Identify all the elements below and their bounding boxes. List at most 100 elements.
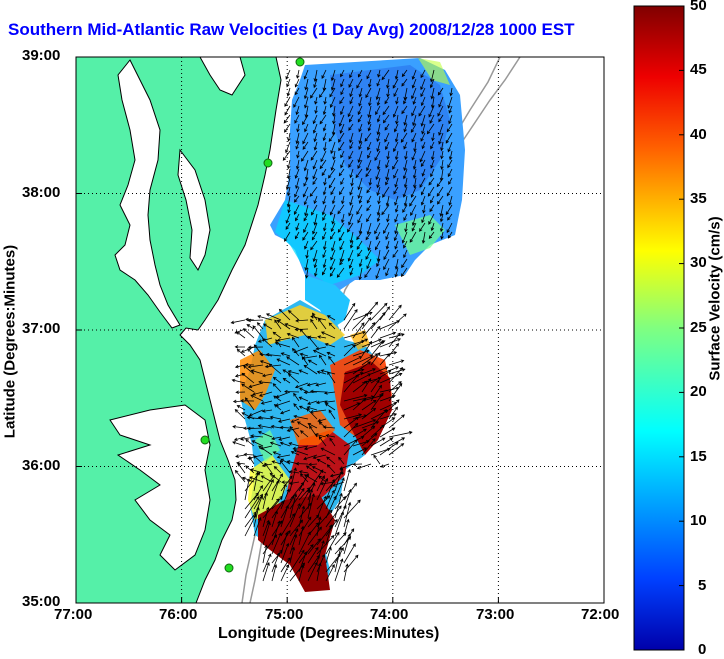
velocity-arrow: [366, 195, 372, 204]
colorbar-tick-label: 50: [690, 0, 707, 14]
velocity-arrow: [357, 177, 363, 191]
velocity-arrow: [370, 437, 386, 447]
velocity-arrow: [340, 87, 345, 96]
velocity-arrow: [287, 373, 300, 384]
velocity-arrow: [299, 473, 309, 483]
velocity-arrow: [289, 528, 299, 546]
velocity-arrow: [271, 549, 283, 564]
velocity-arrow: [365, 231, 372, 241]
velocity-arrow: [316, 370, 327, 375]
y-tick-label: 37:00: [22, 320, 61, 337]
velocity-arrow: [340, 159, 345, 169]
velocity-arrow: [244, 478, 251, 501]
velocity-arrow: [323, 240, 327, 251]
velocity-arrow: [440, 159, 444, 170]
velocity-arrow: [336, 267, 345, 278]
eastern-shore-bay: [177, 148, 211, 272]
velocity-arrow: [403, 87, 408, 101]
velocity-arrow: [331, 123, 336, 136]
velocity-arrow: [370, 311, 386, 330]
velocity-arrow: [381, 204, 390, 216]
velocity-arrow: [349, 132, 354, 144]
colorbar-tick-label: 25: [690, 319, 707, 336]
velocity-arrow: [319, 114, 327, 125]
velocity-arrow: [370, 340, 384, 357]
velocity-arrow: [430, 195, 435, 204]
velocity-arrow: [313, 195, 318, 205]
velocity-arrow: [379, 437, 394, 447]
velocity-arrow: [303, 390, 318, 395]
velocity-arrow: [316, 459, 327, 465]
velocity-arrow: [334, 505, 347, 528]
velocity-arrow: [258, 391, 273, 397]
velocity-arrow: [241, 383, 255, 393]
velocity-arrow: [316, 553, 326, 573]
velocity-arrow: [305, 465, 318, 474]
velocity-arrow: [393, 87, 399, 98]
velocity-arrow: [420, 78, 426, 91]
velocity-arrow: [357, 249, 363, 257]
velocity-arrow: [343, 413, 363, 420]
velocity-arrow: [438, 114, 444, 123]
velocity-arrow: [313, 132, 318, 143]
y-tick-label: 35:00: [22, 593, 61, 610]
velocity-arrow: [303, 213, 309, 222]
velocity-arrow: [270, 424, 282, 429]
velocity-arrow: [330, 222, 336, 233]
velocity-arrow: [337, 222, 345, 233]
velocity-arrow: [379, 338, 401, 348]
velocity-arrow: [328, 355, 336, 366]
velocity-arrow: [370, 302, 388, 321]
velocity-arrow: [339, 123, 345, 134]
velocity-arrow: [412, 168, 417, 179]
velocity-arrow: [385, 177, 390, 186]
velocity-arrow: [231, 378, 246, 384]
velocity-arrow: [316, 540, 325, 564]
velocity-arrow: [330, 249, 336, 261]
velocity-arrow: [370, 409, 387, 429]
velocity-arrow: [286, 186, 291, 197]
velocity-arrow: [394, 204, 399, 213]
velocity-arrow: [357, 150, 363, 163]
velocity-arrow: [257, 337, 273, 343]
velocity-arrow: [411, 222, 417, 232]
velocity-arrow: [339, 258, 345, 266]
velocity-arrow: [364, 267, 372, 278]
velocity-arrow: [312, 114, 318, 125]
station-marker: [295, 57, 305, 67]
velocity-arrow: [410, 186, 417, 198]
velocity-arrow: [446, 123, 453, 133]
velocity-arrow: [298, 369, 309, 375]
velocity-arrow: [334, 477, 345, 501]
velocity-arrow: [313, 69, 318, 83]
velocity-arrow: [289, 519, 304, 537]
velocity-arrow: [318, 318, 327, 330]
velocity-arrow: [412, 114, 417, 127]
velocity-arrow: [366, 159, 372, 172]
albemarle-sound: [109, 404, 211, 571]
velocity-arrow: [349, 231, 354, 244]
velocity-arrow: [287, 159, 291, 170]
velocity-arrow: [357, 69, 363, 78]
velocity-arrow: [293, 195, 300, 203]
velocity-arrow: [245, 397, 255, 411]
velocity-arrow: [271, 460, 282, 465]
velocity-arrow: [236, 348, 246, 357]
velocity-arrow: [257, 315, 273, 321]
velocity-arrow: [352, 462, 363, 467]
velocity-arrow: [262, 498, 280, 519]
velocity-arrow: [384, 123, 390, 131]
velocity-arrow: [232, 425, 246, 429]
velocity-arrow: [245, 465, 255, 474]
velocity-arrow: [447, 141, 453, 153]
velocity-arrow: [307, 493, 315, 519]
velocity-arrow: [348, 258, 354, 269]
velocity-arrow: [412, 96, 417, 105]
velocity-arrow: [271, 564, 278, 582]
velocity-arrow: [419, 150, 426, 163]
velocity-arrow: [269, 472, 282, 483]
velocity-arrow: [445, 132, 453, 144]
velocity-arrow: [325, 489, 335, 510]
velocity-arrow: [392, 105, 399, 118]
velocity-arrow: [430, 87, 435, 100]
